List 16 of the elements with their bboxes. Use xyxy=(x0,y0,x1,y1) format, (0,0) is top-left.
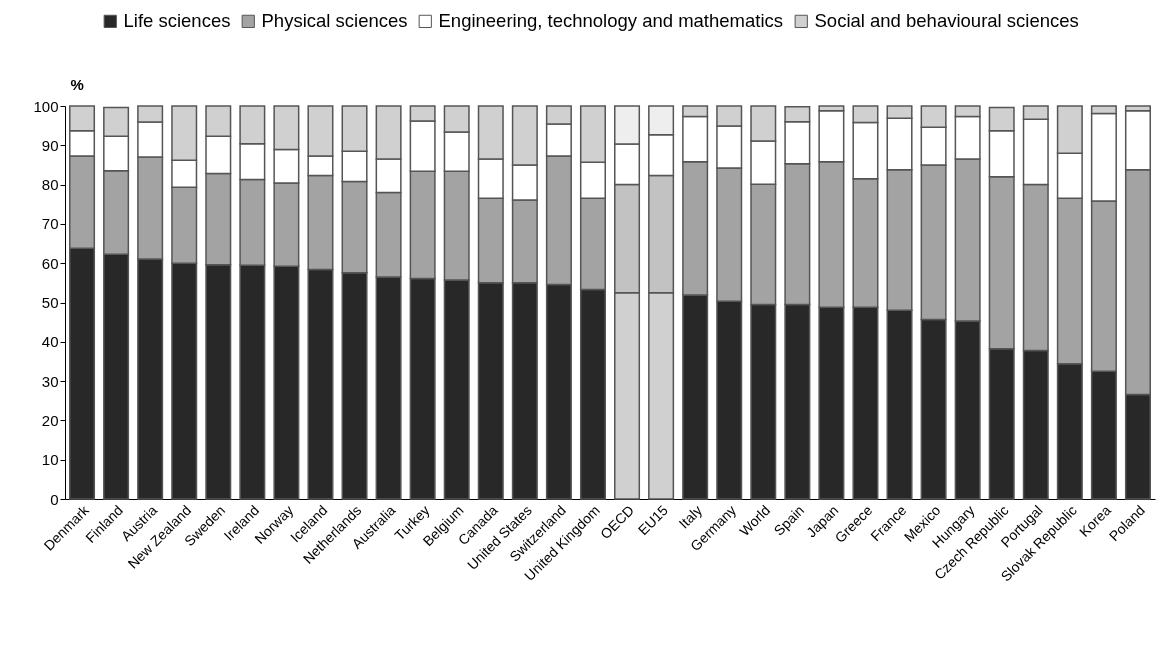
y-tick-label: 10 xyxy=(41,451,59,469)
y-tick-label: 60 xyxy=(41,254,59,272)
legend-label: Physical sciences xyxy=(261,10,408,32)
y-tick-label: 30 xyxy=(41,372,59,390)
y-tick-label: 80 xyxy=(41,176,59,194)
y-tick-label: 0 xyxy=(50,490,59,508)
y-tick-label: 90 xyxy=(41,136,59,154)
y-tick-label: 50 xyxy=(41,294,59,311)
y-axis-title: % xyxy=(70,75,84,93)
y-tick-label: 20 xyxy=(41,411,59,429)
y-tick-label: 40 xyxy=(41,333,59,351)
y-tick-label: 70 xyxy=(41,215,59,233)
legend-label: Engineering, technology and mathematics xyxy=(438,10,784,32)
legend-label: Social and behavioural sciences xyxy=(814,10,1079,32)
legend-label: Life sciences xyxy=(123,10,231,32)
y-tick-label: 100 xyxy=(33,97,59,115)
